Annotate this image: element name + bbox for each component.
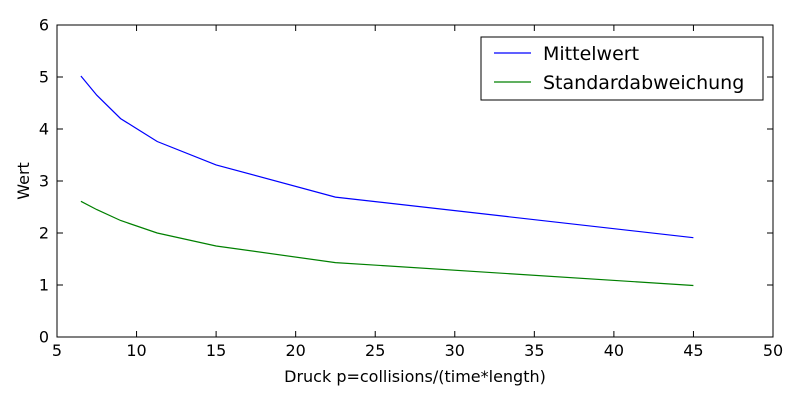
y-tick-label: 0 [39, 328, 49, 347]
plot-lines [80, 75, 694, 287]
y-axis: 0 1 2 3 4 5 6 [39, 16, 773, 347]
x-tick-label: 5 [52, 341, 62, 360]
x-tick-label: 30 [445, 341, 465, 360]
x-axis: 5 10 15 20 25 30 35 40 45 50 [52, 25, 783, 360]
y-tick-label: 2 [39, 224, 49, 243]
x-tick-label: 20 [285, 341, 305, 360]
y-tick-label: 5 [39, 68, 49, 87]
y-tick-label: 4 [39, 120, 49, 139]
x-tick-label: 45 [683, 341, 703, 360]
x-tick-label: 15 [206, 341, 226, 360]
y-tick-label: 6 [39, 16, 49, 35]
legend: Mittelwert Standardabweichung [480, 36, 764, 101]
x-tick-label: 10 [126, 341, 146, 360]
x-axis-label: Druck p=collisions/(time*length) [284, 367, 546, 386]
x-tick-label: 40 [604, 341, 624, 360]
legend-label: Standardabweichung [543, 72, 744, 94]
x-tick-label: 35 [524, 341, 544, 360]
series-line-0 [80, 75, 694, 239]
y-tick-label: 1 [39, 276, 49, 295]
y-tick-label: 3 [39, 172, 49, 191]
legend-box [480, 36, 764, 101]
y-axis-label: Wert [14, 162, 33, 200]
legend-label: Mittelwert [543, 43, 639, 65]
x-tick-label: 50 [763, 341, 783, 360]
series-line-1 [80, 200, 694, 287]
x-tick-label: 25 [365, 341, 385, 360]
